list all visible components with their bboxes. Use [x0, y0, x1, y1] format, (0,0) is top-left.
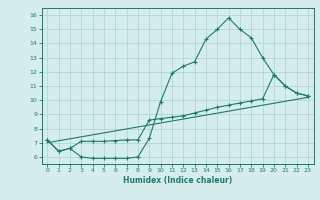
X-axis label: Humidex (Indice chaleur): Humidex (Indice chaleur)	[123, 176, 232, 185]
